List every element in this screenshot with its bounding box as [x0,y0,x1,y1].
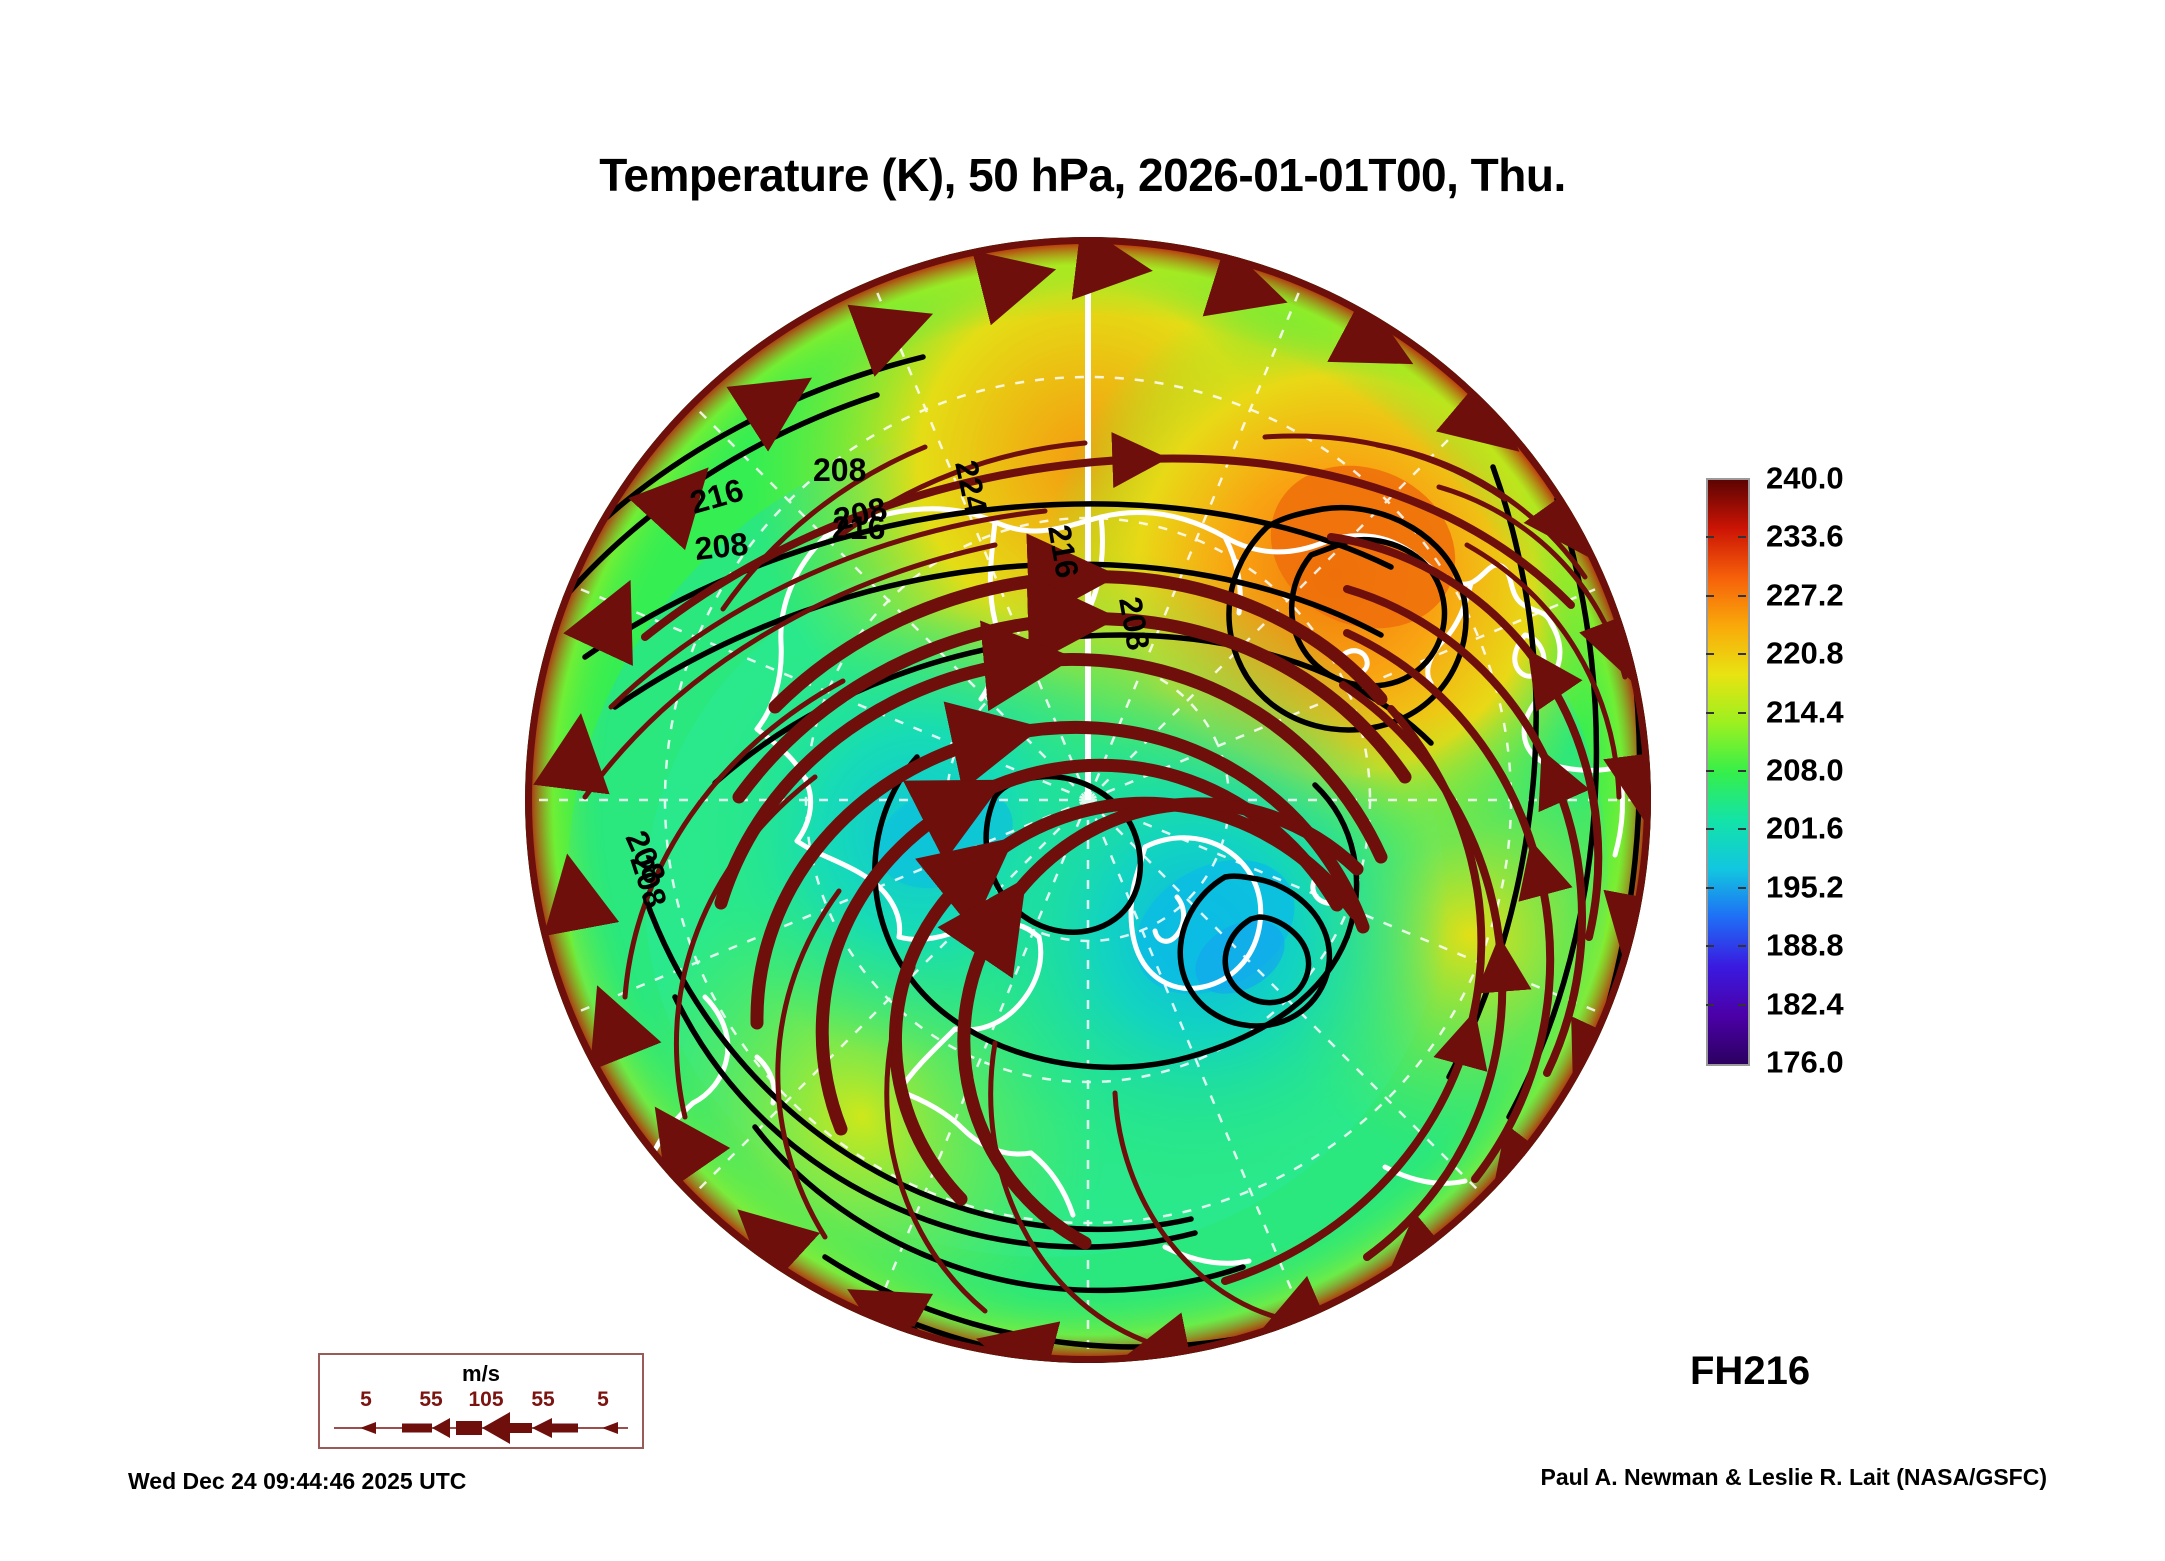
colorbar-tick-227: 227.2 [1766,577,1844,613]
map-svg: 208 208 208 208 208 208 208 208 208 208 [525,237,1651,1363]
wind-tick-labels: 5 55 105 55 5 [320,1388,642,1414]
colorbar-labels: 240.0 233.6 227.2 220.8 214.4 208.0 201.… [1766,463,1936,1078]
page-title: Temperature (K), 50 hPa, 2026-01-01T00, … [599,149,1566,201]
colorbar-tick-220: 220.8 [1766,635,1844,671]
colorbar-tick-214: 214.4 [1766,694,1844,730]
wind-tick-5-right: 5 [597,1388,609,1411]
colorbar-tick-195: 195.2 [1766,869,1844,905]
colorbar-tick-240: 240.0 [1766,460,1844,496]
colorbar-tick-182: 182.4 [1766,986,1844,1022]
contour-label-208-top: 208 [813,452,866,488]
colorbar-tick-208: 208.0 [1766,752,1844,788]
colorbar-tick-233: 233.6 [1766,518,1844,554]
generation-timestamp: Wed Dec 24 09:44:46 2025 UTC [128,1468,467,1494]
contour-label-216-top: 216 [832,510,885,546]
wind-tick-55-left: 55 [419,1388,443,1411]
wind-units-label: m/s [462,1361,500,1386]
contour-label-208-mid: 208 [693,526,750,567]
wind-tick-105: 105 [468,1388,504,1411]
wind-tick-5-left: 5 [360,1388,372,1411]
colorbar-ticks [1706,478,1746,1062]
colorbar-tick-201: 201.6 [1766,810,1844,846]
polar-map[interactable]: 208 208 208 208 208 208 208 208 208 208 [525,237,1651,1363]
wind-tick-55-right: 55 [531,1388,555,1411]
forecast-hour-label: FH216 [1690,1349,1811,1393]
wind-streamlines [533,237,1651,1363]
contour-label-208-south: 200 [623,1189,686,1244]
colorbar-tick-188: 188.8 [1766,927,1844,963]
globe-disc: 208 208 208 208 208 208 208 208 208 208 [525,237,1651,1363]
wind-scale-legend: m/s 5 55 105 55 5 [318,1353,644,1449]
contour-label-200-se: 200 [866,1318,928,1363]
contour-label-200-south: 200 [713,1335,774,1363]
colorbar[interactable] [1706,478,1750,1066]
author-credit: Paul A. Newman & Leslie R. Lait (NASA/GS… [1540,1464,2047,1490]
wind-arrow-scale [334,1412,628,1444]
colorbar-tick-176: 176.0 [1766,1044,1844,1080]
